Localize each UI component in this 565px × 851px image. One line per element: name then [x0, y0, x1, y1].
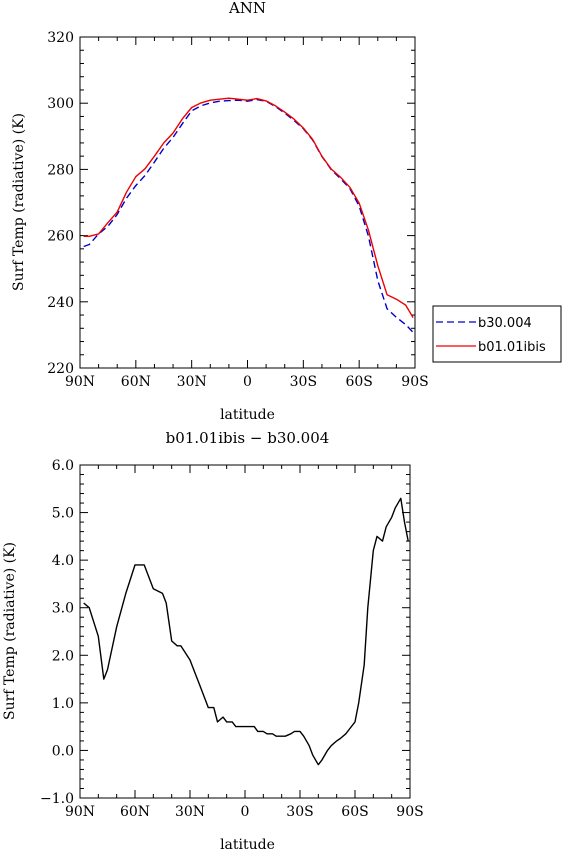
series-line-b01-01ibis — [83, 97, 414, 319]
legend-label-b30-004: b30.004 — [478, 316, 532, 331]
x-tick-label: 60N — [120, 804, 150, 820]
plot-frame — [79, 464, 411, 799]
axes-ticks: 90N 60N 30N 0 30S 60S 90S 220 240 260 280 300 320 — [47, 30, 428, 390]
y-tick-label: 2.0 — [52, 648, 74, 664]
y-tick-label: 3.0 — [52, 601, 74, 617]
y-tick-label: 4.0 — [52, 553, 74, 569]
series-lines — [83, 497, 409, 766]
x-tick-label: 60N — [121, 374, 151, 390]
panel-bottom-chart: b01.01ibis − b30.004 latitude Surf Temp … — [2, 429, 424, 851]
series-line-b30-004 — [83, 98, 414, 333]
plot-frame — [79, 36, 416, 369]
y-tick-label: 6.0 — [52, 458, 74, 474]
y-tick-label: 1.0 — [52, 696, 74, 712]
y-tick-label: 320 — [47, 30, 74, 46]
chart-title: b01.01ibis − b30.004 — [166, 429, 330, 447]
y-tick-label: 0.0 — [52, 743, 74, 759]
y-axis-label: Surf Temp (radiative) (K) — [11, 113, 27, 291]
x-tick-label: 30N — [177, 374, 207, 390]
legend-label-b01-01ibis: b01.01ibis — [478, 340, 546, 355]
x-tick-label: 90S — [401, 374, 428, 390]
legend-box — [432, 305, 562, 363]
x-tick-label: 30S — [290, 374, 317, 390]
y-tick-label: −1.0 — [40, 791, 74, 807]
x-tick-label: 90N — [65, 804, 95, 820]
y-tick-label: 260 — [47, 229, 74, 245]
series-line-difference — [83, 497, 409, 766]
y-tick-label: 300 — [47, 96, 74, 112]
legend: b30.004 b01.01ibis — [432, 305, 562, 363]
x-tick-label: 60S — [341, 804, 368, 820]
y-tick-label: 220 — [47, 361, 74, 377]
x-tick-label: 60S — [345, 374, 372, 390]
x-tick-label: 30S — [286, 804, 313, 820]
x-axis-label: latitude — [220, 407, 275, 423]
x-tick-label: 0 — [243, 374, 252, 390]
y-tick-label: 240 — [47, 295, 74, 311]
y-axis-label: Surf Temp (radiative) (K) — [2, 542, 18, 720]
x-tick-label: 90N — [65, 374, 95, 390]
y-tick-label: 5.0 — [52, 506, 74, 522]
x-axis-label: latitude — [220, 837, 275, 851]
y-tick-label: 280 — [47, 162, 74, 178]
panel-top-chart: ANN latitude Surf Temp (radiative) (K) 9… — [11, 0, 562, 423]
chart-title: ANN — [228, 0, 266, 17]
x-tick-label: 30N — [175, 804, 205, 820]
series-lines — [83, 97, 414, 333]
x-tick-label: 90S — [396, 804, 423, 820]
x-tick-label: 0 — [241, 804, 250, 820]
